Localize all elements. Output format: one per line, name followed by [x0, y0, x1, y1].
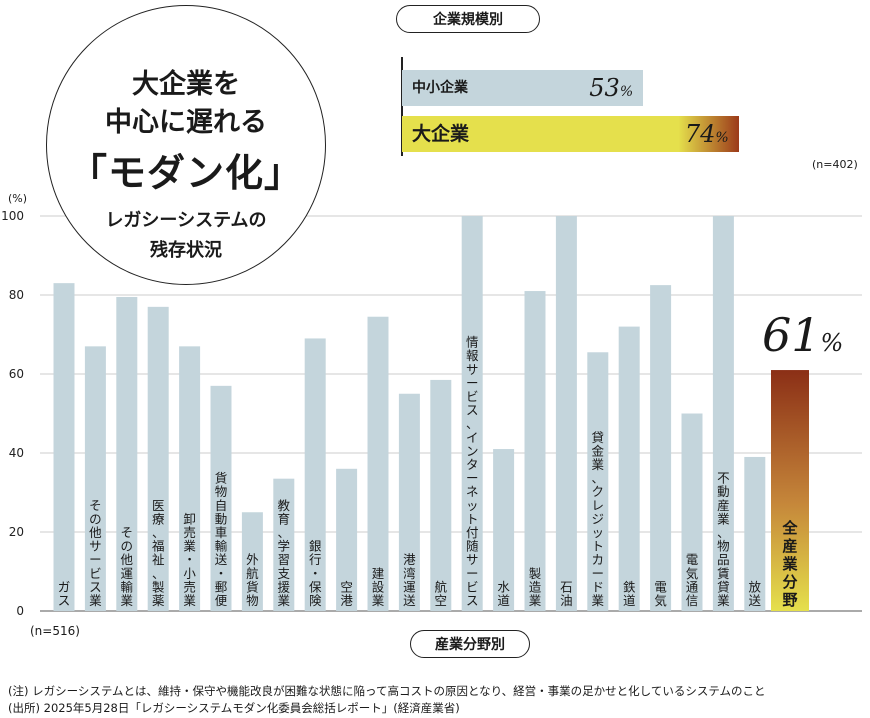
y-tick-label: 60 — [9, 367, 24, 381]
bar-12 — [430, 379, 452, 611]
bar-11 — [398, 393, 420, 611]
category-label-21: 不動産業、物品賃貸業 — [717, 471, 730, 608]
bar-all-industries — [771, 370, 809, 611]
source-text: (出所) 2025年5月28日「レガシーシステムモダン化委員会総括レポート」(経… — [8, 701, 460, 715]
industry-pill: 産業分野別 — [410, 630, 530, 658]
bar-13 — [461, 216, 483, 611]
bar-22 — [744, 456, 766, 611]
headline-line2: 中心に遅れる — [105, 107, 267, 138]
category-label-10: 建設業 — [372, 566, 385, 608]
bar-21 — [712, 216, 734, 611]
size-axis — [401, 57, 403, 156]
category-label-16: 石油 — [560, 579, 573, 608]
bar-17 — [587, 352, 609, 611]
bar-8 — [304, 338, 326, 611]
bar-4 — [179, 346, 201, 611]
bar-15 — [524, 291, 546, 611]
size-bar-sme-label: 中小企業 — [412, 80, 468, 96]
size-bar-large-label: 大企業 — [412, 123, 470, 145]
category-label-17: 貸金業、クレジットカード業 — [592, 430, 605, 608]
size-n-label: (n=402) — [812, 158, 858, 171]
bar-3 — [147, 306, 169, 611]
category-label-6: 外航貨物 — [246, 552, 259, 608]
category-label-11: 港湾運送 — [403, 552, 416, 608]
category-label-20: 電気通信 — [686, 552, 699, 608]
category-label-19: 電気 — [654, 579, 667, 608]
category-label-5: 貨物自動車輸送・郵便 — [215, 471, 228, 608]
bar-20 — [681, 413, 703, 611]
category-label-4: 卸売業・小売業 — [183, 511, 196, 608]
bar-16 — [555, 216, 577, 611]
y-tick-label: 80 — [9, 288, 24, 302]
category-label-0: ガス — [58, 579, 71, 608]
highlight-value: 61% — [762, 308, 844, 362]
size-bar-sme: 中小企業 53% — [402, 70, 644, 106]
bar-7 — [273, 478, 295, 611]
industry-n-label: (n=516) — [30, 624, 80, 638]
category-label-12: 航空 — [435, 579, 448, 608]
y-tick-label: 0 — [16, 604, 24, 618]
y-axis-label: (%) — [8, 192, 28, 205]
size-pill: 企業規模別 — [396, 5, 540, 33]
bar-9 — [336, 468, 358, 611]
category-label-7: 教育、学習支援業 — [278, 498, 291, 608]
category-label-18: 鉄道 — [623, 579, 636, 608]
y-tick-label: 100 — [1, 209, 24, 223]
bar-19 — [650, 285, 672, 611]
headline-circle — [46, 5, 326, 285]
category-label-1: その他サービス業 — [89, 498, 102, 608]
headline-sub2: 残存状況 — [150, 240, 222, 261]
bar-1 — [84, 346, 106, 611]
category-label-all: 全産業分野 — [781, 519, 798, 609]
category-label-22: 放送 — [749, 579, 762, 608]
note-text: (注) レガシーシステムとは、維持・保守や機能改良が困難な状態に陥って高コストの… — [8, 684, 766, 698]
headline-line1: 大企業を — [132, 69, 240, 100]
bar-5 — [210, 385, 232, 611]
size-bar-sme-value: 53% — [589, 74, 634, 102]
bar-10 — [367, 316, 389, 611]
y-tick-label: 20 — [9, 525, 24, 539]
category-label-9: 空港 — [340, 579, 353, 608]
bar-0 — [53, 283, 75, 611]
size-bar-large: 大企業 74% — [402, 116, 739, 152]
category-label-8: 銀行・保険 — [309, 539, 322, 608]
bar-14 — [493, 449, 515, 611]
category-label-15: 製造業 — [529, 566, 542, 608]
bar-6 — [241, 512, 263, 611]
category-label-2: その他運輸業 — [121, 525, 134, 608]
headline-sub1: レガシーシステムの — [105, 210, 267, 231]
headline-line3: 「モダン化」 — [68, 150, 303, 195]
bar-18 — [618, 326, 640, 611]
y-tick-label: 40 — [9, 446, 24, 460]
size-bar-large-value: 74% — [684, 120, 729, 148]
category-label-3: 医療、福祉、製薬 — [152, 498, 165, 608]
category-label-14: 水道 — [497, 579, 510, 608]
bar-2 — [116, 296, 138, 611]
category-label-13: 情報サービス、インターネット付随サービス — [466, 335, 479, 608]
